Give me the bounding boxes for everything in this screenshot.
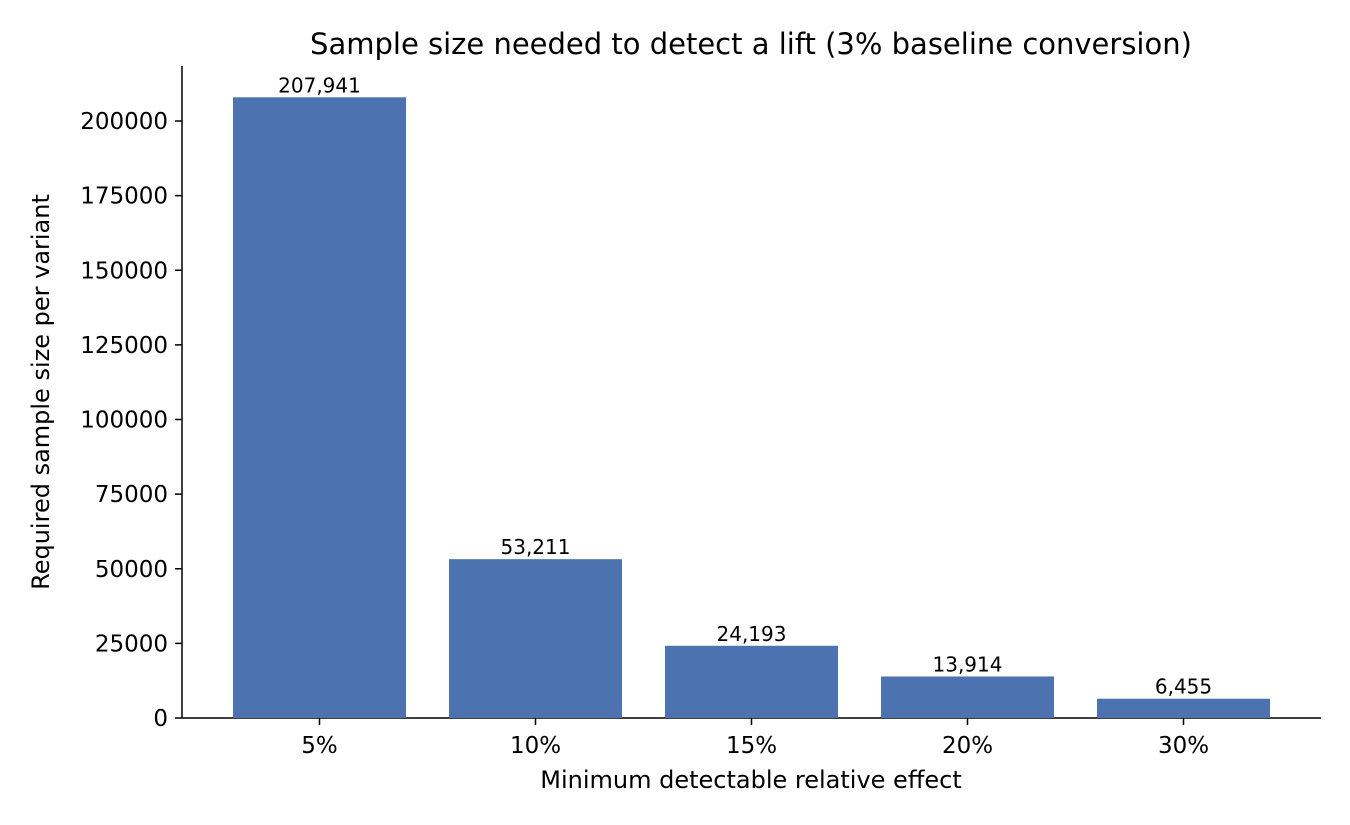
x-axis-label: Minimum detectable relative effect [540, 766, 961, 794]
y-tick-label: 150000 [80, 258, 168, 284]
data-labels: 207,941 53,211 24,193 13,914 6,455 [278, 73, 1212, 698]
bar-value-label: 13,914 [933, 652, 1003, 676]
bar-value-label: 53,211 [501, 535, 571, 559]
bar-value-label: 6,455 [1155, 675, 1212, 699]
y-axis-label: Required sample size per variant [27, 194, 55, 590]
bar-15pct [665, 645, 838, 718]
x-tick-label: 30% [1158, 733, 1209, 759]
y-ticks: 0 25000 50000 75000 100000 125000 150000 175000… [80, 109, 182, 732]
y-tick-label: 200000 [80, 109, 168, 135]
y-tick-label: 0 [153, 706, 168, 732]
bar-value-label: 207,941 [278, 73, 361, 97]
y-tick-label: 175000 [80, 184, 168, 210]
chart-title: Sample size needed to detect a lift (3% … [310, 27, 1192, 61]
x-tick-label: 15% [726, 733, 777, 759]
y-tick-label: 75000 [95, 482, 168, 508]
bar-20pct [881, 676, 1054, 718]
y-tick-label: 100000 [80, 408, 168, 434]
y-tick-label: 25000 [95, 631, 168, 657]
y-tick-label: 50000 [95, 557, 168, 583]
x-tick-label: 20% [942, 733, 993, 759]
bar-10pct [449, 559, 622, 718]
bar-value-label: 24,193 [717, 622, 787, 646]
bar-5pct [233, 97, 406, 718]
x-ticks: 5% 10% 15% 20% 30% [301, 718, 1209, 759]
y-tick-label: 125000 [80, 333, 168, 359]
x-tick-label: 10% [510, 733, 561, 759]
bars [233, 97, 1270, 718]
x-tick-label: 5% [301, 733, 338, 759]
bar-30pct [1097, 698, 1270, 718]
